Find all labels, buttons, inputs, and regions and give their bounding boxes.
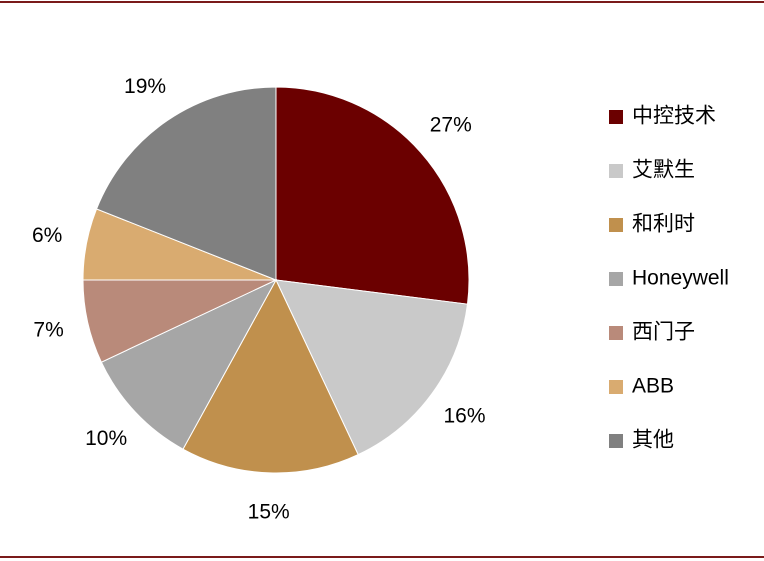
- legend-swatch: [609, 326, 623, 340]
- legend-swatch: [609, 218, 623, 232]
- pie-slice: [182, 278, 359, 474]
- data-label: 27%: [430, 113, 472, 136]
- legend-swatch: [609, 434, 623, 448]
- legend-label: 其他: [632, 429, 674, 452]
- data-label: 15%: [248, 500, 290, 523]
- data-label: 6%: [32, 224, 62, 247]
- legend-label: Honeywell: [632, 267, 729, 290]
- pie-slice: [275, 86, 470, 305]
- legend-label: 和利时: [632, 213, 695, 236]
- pie-slice: [275, 279, 469, 456]
- pie-slice: [100, 278, 278, 450]
- data-label: 7%: [33, 318, 63, 341]
- legend-label: 中控技术: [632, 105, 716, 128]
- legend-label: ABB: [632, 375, 674, 398]
- legend-swatch: [609, 110, 623, 124]
- data-label: 19%: [124, 75, 166, 98]
- legend-swatch: [609, 272, 623, 286]
- legend-swatch: [609, 380, 623, 394]
- data-label: 10%: [85, 427, 127, 450]
- pie-slice: [95, 86, 277, 281]
- legend-label: 西门子: [632, 321, 695, 344]
- data-label: 16%: [443, 405, 485, 428]
- legend-swatch: [609, 164, 623, 178]
- legend-label: 艾默生: [632, 159, 695, 182]
